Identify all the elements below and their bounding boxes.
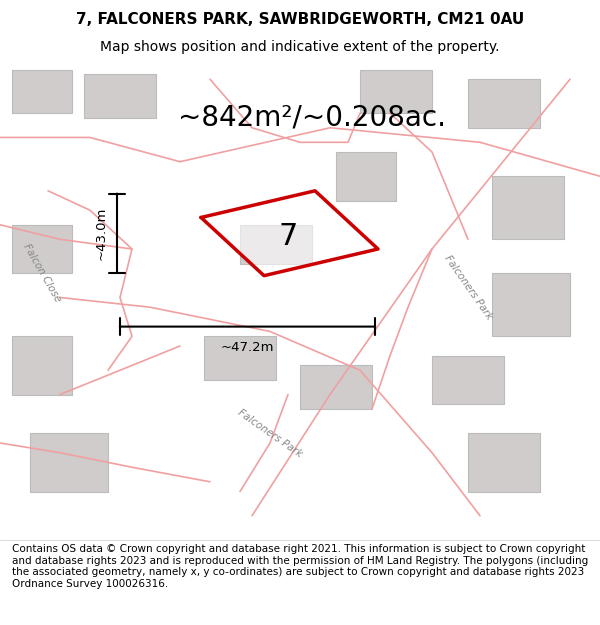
Polygon shape (30, 433, 108, 491)
Polygon shape (204, 336, 276, 380)
Text: ~47.2m: ~47.2m (221, 341, 274, 354)
Polygon shape (492, 273, 570, 336)
Text: Falconers Park: Falconers Park (442, 254, 494, 322)
Text: Falcon Close: Falcon Close (21, 242, 63, 304)
Polygon shape (360, 69, 432, 113)
Text: ~842m²/~0.208ac.: ~842m²/~0.208ac. (178, 104, 446, 131)
Polygon shape (468, 79, 540, 128)
Polygon shape (336, 152, 396, 201)
Text: Map shows position and indicative extent of the property.: Map shows position and indicative extent… (100, 39, 500, 54)
Polygon shape (84, 74, 156, 118)
Polygon shape (12, 336, 72, 394)
Text: Falconers Park: Falconers Park (236, 408, 304, 459)
Polygon shape (468, 433, 540, 491)
Polygon shape (300, 366, 372, 409)
Polygon shape (432, 356, 504, 404)
Polygon shape (12, 69, 72, 113)
Polygon shape (240, 225, 312, 264)
Polygon shape (492, 176, 564, 239)
Text: ~43.0m: ~43.0m (95, 206, 108, 260)
Polygon shape (12, 225, 72, 273)
Text: 7, FALCONERS PARK, SAWBRIDGEWORTH, CM21 0AU: 7, FALCONERS PARK, SAWBRIDGEWORTH, CM21 … (76, 12, 524, 27)
Polygon shape (201, 191, 378, 276)
Text: 7: 7 (278, 222, 298, 251)
Text: Contains OS data © Crown copyright and database right 2021. This information is : Contains OS data © Crown copyright and d… (12, 544, 588, 589)
